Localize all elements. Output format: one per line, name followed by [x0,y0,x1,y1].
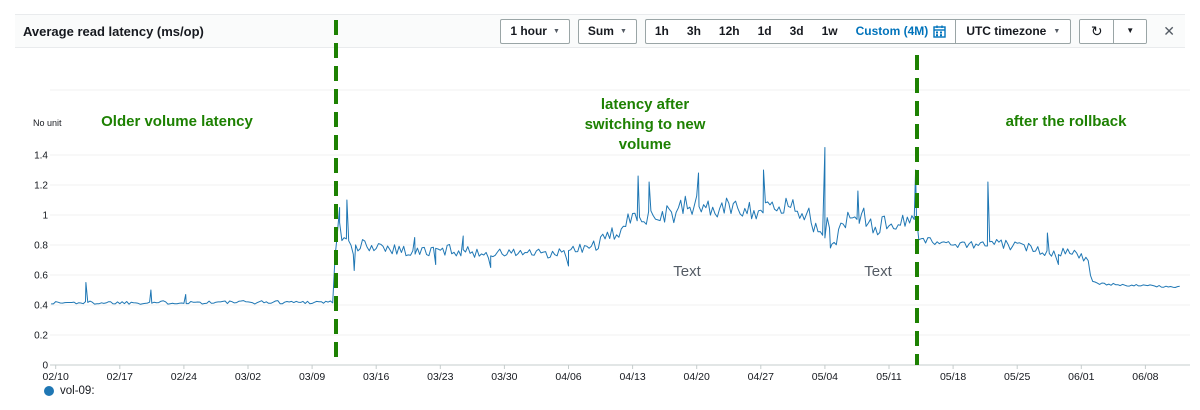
x-tick-label-7: 03/30 [491,371,517,383]
range-button-1w[interactable]: 1w [813,20,847,43]
chevron-down-icon: ▼ [1126,26,1135,35]
range-button-3h[interactable]: 3h [678,20,710,43]
refresh-button[interactable]: ↻ [1080,19,1114,43]
x-tick-label-9: 04/13 [619,371,645,383]
x-tick-label-3: 03/02 [235,371,261,383]
y-tick-label-6: 1.2 [34,181,48,192]
y-tick-label-5: 1 [42,211,48,222]
y-tick-label-3: 0.6 [34,271,48,282]
x-tick-label-5: 03/16 [363,371,389,383]
x-tick-label-1: 02/17 [107,371,133,383]
y-axis-unit-label: No unit [33,118,62,128]
refresh-icon: ↻ [1090,22,1103,39]
annotation-vline-switch-to-new-volume [334,20,338,365]
chevron-down-icon: ▼ [552,27,560,35]
annotation-after-the-rollback: after the rollback [1005,113,1127,130]
annotation-text-placeholder-1: Text [673,263,701,280]
chevron-down-icon: ▼ [1053,27,1061,35]
y-tick-label-0: 0 [42,361,48,372]
custom-range-label: Custom (4M) [855,24,929,38]
range-button-1h[interactable]: 1h [646,20,678,43]
annotation-vline-rollback [915,55,919,365]
y-tick-label-4: 0.8 [34,241,48,252]
x-tick-label-6: 03/23 [427,371,453,383]
x-tick-label-0: 02/10 [43,371,69,383]
y-tick-label-2: 0.4 [34,301,48,312]
period-dropdown[interactable]: 1 hour ▼ [500,18,570,44]
x-tick-label-4: 03/09 [299,371,325,383]
widget-header: Average read latency (ms/op) 1 hour ▼ Su… [15,14,1185,48]
x-tick-label-14: 05/18 [940,371,966,383]
timezone-dropdown[interactable]: UTC timezone ▼ [956,20,1070,43]
x-tick-label-15: 05/25 [1004,371,1030,383]
close-icon: ✕ [1163,22,1175,39]
legend-item[interactable]: vol-09: [44,385,95,397]
statistic-dropdown[interactable]: Sum ▼ [577,18,637,44]
annotation-text-placeholder-2: Text [864,263,892,280]
vertical-divider [955,19,957,43]
refresh-options-button[interactable]: ▼ [1113,19,1147,43]
x-tick-label-16: 06/01 [1068,371,1094,383]
chart-title: Average read latency (ms/op) [23,23,204,39]
legend-color-dot [44,386,54,396]
time-range-group: 1h 3h 12h 1d 3d 1w Custom (4M) [644,18,1072,44]
x-tick-label-17: 06/08 [1132,371,1158,383]
series-line [51,147,1180,305]
range-button-12h[interactable]: 12h [710,20,749,43]
x-tick-label-13: 05/11 [876,371,902,383]
x-tick-label-11: 04/27 [748,371,774,383]
x-tick-label-12: 05/04 [812,371,838,383]
legend-series-label: vol-09: [60,385,95,397]
annotation-older-volume-latency: Older volume latency [101,113,253,130]
y-tick-label-1: 0.2 [34,331,48,342]
period-dropdown-label: 1 hour [510,24,547,38]
range-button-3d[interactable]: 3d [781,20,813,43]
custom-range-button[interactable]: Custom (4M) [847,20,956,43]
calendar-icon [933,25,947,38]
x-tick-label-2: 02/24 [171,371,197,383]
close-button[interactable]: ✕ [1159,21,1179,42]
chevron-down-icon: ▼ [619,27,627,35]
statistic-dropdown-label: Sum [587,24,614,38]
y-tick-label-7: 1.4 [34,151,48,162]
x-tick-label-8: 04/06 [555,371,581,383]
timezone-dropdown-label: UTC timezone [966,24,1047,38]
range-button-1d[interactable]: 1d [749,20,781,43]
annotation-latency-after-switching: latency after switching to new volume [584,96,706,153]
x-tick-label-10: 04/20 [684,371,710,383]
refresh-button-group: ↻ ▼ [1079,18,1148,44]
